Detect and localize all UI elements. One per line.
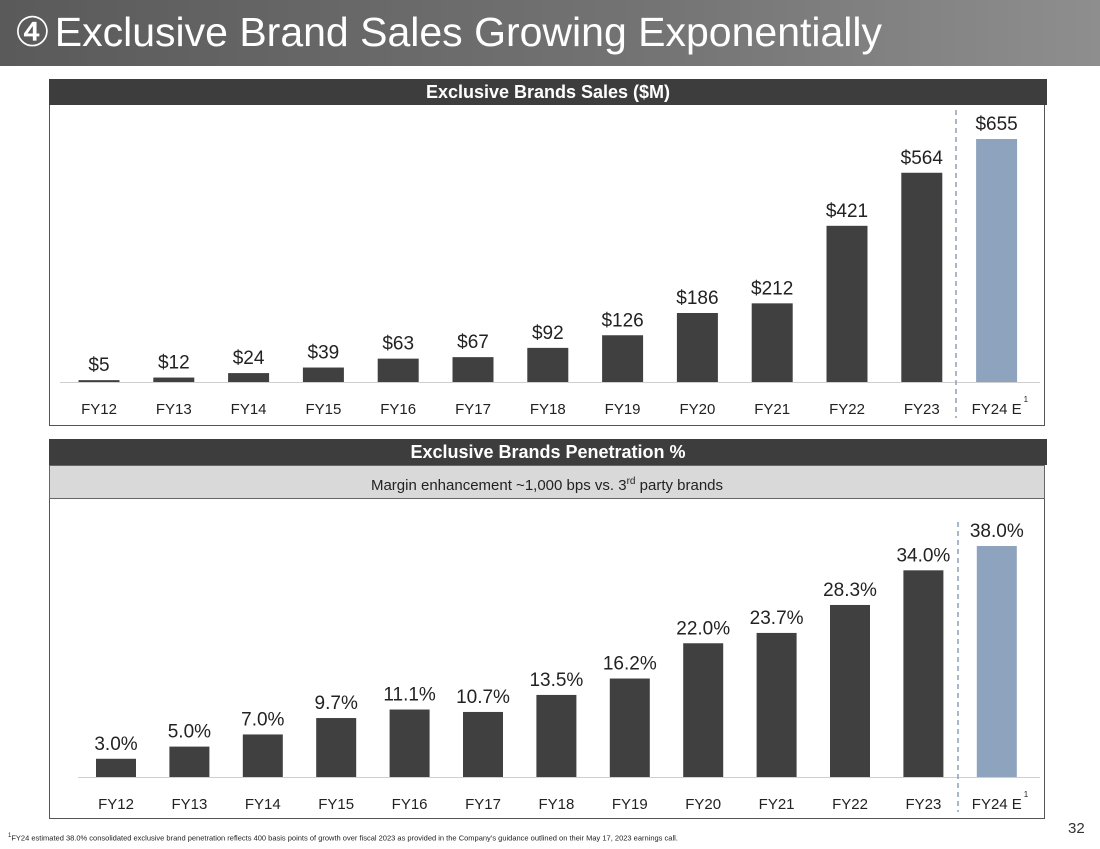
penetration-data-label: 13.5% — [529, 670, 583, 691]
penetration-bar-fy23 — [903, 570, 944, 777]
sales-bar-fy17 — [452, 357, 494, 382]
subheader-sup: rd — [626, 476, 636, 487]
sales-data-label: $186 — [676, 288, 718, 309]
sales-data-label: $67 — [457, 332, 489, 353]
sales-data-label: $39 — [308, 343, 340, 364]
penetration-data-label: 11.1% — [383, 685, 436, 706]
penetration-bar-fy17 — [463, 711, 503, 777]
sales-tick-label: FY15 — [305, 401, 341, 418]
sales-tick-label: FY24 E — [972, 401, 1022, 418]
penetration-data-label: 38.0% — [970, 521, 1024, 542]
sales-tick-label: FY20 — [679, 401, 715, 418]
penetration-data-label: 28.3% — [823, 580, 877, 601]
sales-data-label: $5 — [88, 355, 109, 376]
footnote-text: FY24 estimated 38.0% consolidated exclus… — [11, 833, 678, 843]
sales-tick-label: FY13 — [156, 401, 192, 418]
penetration-bar-fy14 — [242, 734, 283, 777]
penetration-tick-label: FY21 — [759, 796, 795, 813]
penetration-data-label: 7.0% — [241, 709, 284, 730]
penetration-chart-header: Exclusive Brands Penetration % — [49, 439, 1047, 465]
penetration-bar-fy15 — [316, 718, 357, 777]
sales-bar-fy21 — [751, 303, 793, 382]
penetration-data-label: 16.2% — [603, 654, 657, 675]
penetration-bar-fy24-e — [976, 546, 1017, 777]
penetration-bar-fy16 — [389, 709, 430, 777]
penetration-tick-label: FY13 — [171, 796, 207, 813]
penetration-tick-label: FY15 — [318, 796, 354, 813]
subheader-prefix: Margin enhancement ~1,000 bps vs. 3 — [370, 477, 627, 494]
penetration-tick-footnote-marker: 1 — [1024, 790, 1029, 799]
sales-bar-fy13 — [153, 377, 195, 382]
penetration-tick-label: FY14 — [245, 796, 281, 813]
page-number: 32 — [1068, 820, 1085, 837]
penetration-tick-label: FY23 — [905, 796, 941, 813]
sales-tick-label: FY19 — [605, 401, 641, 418]
sales-bar-fy22 — [826, 225, 868, 382]
sales-tick-label: FY12 — [81, 401, 117, 418]
title-bar: ④Exclusive Brand Sales Growing Exponenti… — [0, 0, 1100, 66]
sales-tick-label: FY21 — [754, 401, 790, 418]
sales-bar-fy18 — [527, 347, 569, 382]
sales-tick-label: FY17 — [455, 401, 491, 418]
penetration-data-label: 23.7% — [750, 608, 804, 629]
penetration-data-label: 34.0% — [896, 545, 950, 566]
penetration-data-label: 22.0% — [676, 618, 730, 639]
penetration-bar-fy18 — [536, 694, 577, 777]
slide-title: ④Exclusive Brand Sales Growing Exponenti… — [14, 8, 882, 56]
sales-tick-footnote-marker: 1 — [1024, 395, 1029, 404]
penetration-tick-label: FY24 E — [972, 796, 1022, 813]
penetration-data-label: 10.7% — [456, 687, 510, 708]
penetration-bar-fy12 — [96, 758, 136, 777]
sales-bar-fy24-e — [976, 139, 1018, 382]
penetration-bar-fy21 — [756, 632, 797, 777]
slide-title-text: Exclusive Brand Sales Growing Exponentia… — [54, 9, 883, 55]
sales-bar-fy16 — [377, 358, 419, 382]
footnote: 1FY24 estimated 38.0% consolidated exclu… — [8, 833, 678, 843]
sales-data-label: $564 — [901, 148, 944, 169]
penetration-tick-label: FY22 — [832, 796, 868, 813]
penetration-tick-label: FY16 — [392, 796, 428, 813]
penetration-bar-fy19 — [609, 678, 650, 777]
sales-data-label: $12 — [158, 353, 190, 374]
sales-tick-label: FY23 — [904, 401, 940, 418]
sales-bar-fy14 — [228, 373, 270, 382]
penetration-tick-label: FY19 — [612, 796, 648, 813]
sales-data-label: $92 — [532, 323, 564, 344]
section-number: ④ — [14, 9, 51, 55]
sales-bar-fy23 — [901, 172, 943, 382]
penetration-data-label: 9.7% — [315, 693, 358, 714]
sales-bar-fy12 — [78, 380, 120, 382]
penetration-tick-label: FY20 — [685, 796, 721, 813]
penetration-data-label: 3.0% — [94, 734, 137, 755]
sales-tick-label: FY22 — [829, 401, 865, 418]
sales-data-label: $212 — [751, 278, 793, 299]
sales-tick-label: FY16 — [380, 401, 416, 418]
sales-data-label: $421 — [826, 201, 868, 222]
penetration-bar-fy20 — [683, 643, 724, 777]
penetration-tick-label: FY17 — [465, 796, 501, 813]
sales-bar-fy20 — [676, 312, 718, 382]
sales-tick-label: FY18 — [530, 401, 566, 418]
sales-bar-fy19 — [602, 335, 644, 382]
subheader-suffix: party brands — [635, 477, 724, 494]
sales-data-label: $24 — [233, 348, 265, 369]
margin-subheader: Margin enhancement ~1,000 bps vs. 3rd pa… — [49, 465, 1045, 499]
sales-data-label: $63 — [382, 334, 414, 355]
sales-chart-header: Exclusive Brands Sales ($M) — [49, 79, 1047, 105]
footnote-marker: 1 — [8, 833, 12, 839]
sales-data-label: $655 — [975, 114, 1017, 135]
penetration-tick-label: FY12 — [98, 796, 134, 813]
penetration-bar-fy13 — [169, 746, 210, 777]
penetration-bar-fy22 — [830, 604, 870, 777]
sales-bar-fy15 — [302, 367, 344, 382]
sales-chart-panel: Exclusive Brands Sales ($M) — [49, 79, 1047, 426]
sales-data-label: $126 — [601, 310, 643, 331]
penetration-data-label: 5.0% — [168, 722, 211, 743]
sales-tick-label: FY14 — [231, 401, 267, 418]
penetration-tick-label: FY18 — [538, 796, 574, 813]
